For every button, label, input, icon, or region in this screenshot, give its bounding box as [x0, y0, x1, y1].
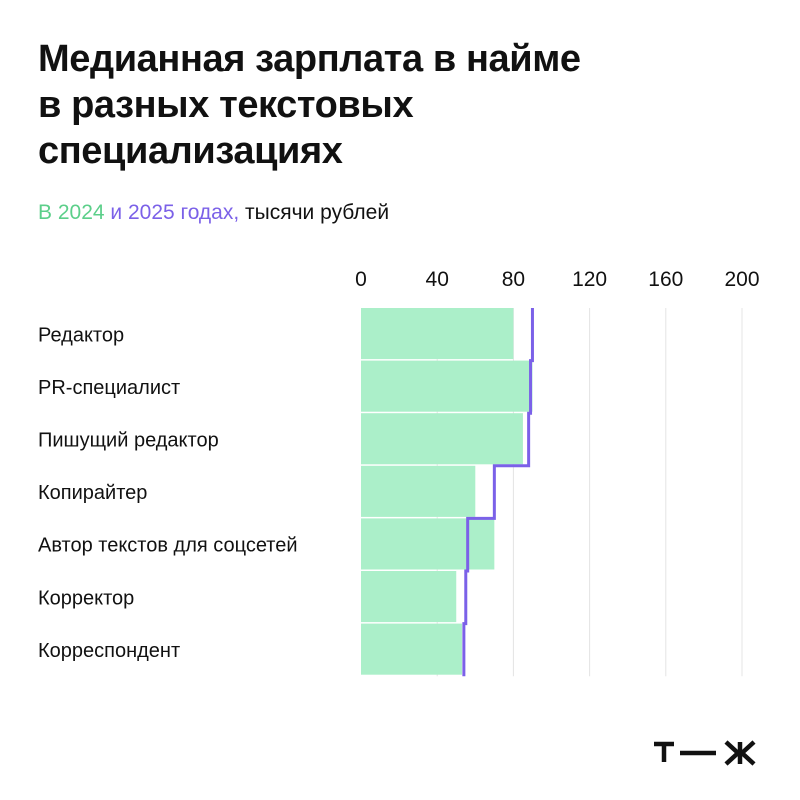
chart-title: Медианная зарплата в найме в разных текс… [38, 36, 758, 174]
bar-2024 [361, 518, 495, 570]
subtitle-units: тысячи рублей [239, 201, 390, 224]
x-tick-label: 80 [502, 268, 525, 291]
bar-2024 [361, 623, 462, 675]
bar-2024 [361, 308, 514, 360]
salary-chart: 0 40 80 120 160 200 Редактор PR-специалист Пишу… [38, 268, 760, 677]
category-label: Пишущий редактор [38, 430, 219, 452]
x-tick-label: 200 [724, 268, 759, 291]
category-labels: Редактор PR-специалист Пишущий редактор Коп… [38, 324, 298, 662]
bar-2024 [361, 465, 476, 517]
x-tick-label: 120 [572, 268, 607, 291]
x-tick-label: 40 [426, 268, 449, 291]
bar-2024 [361, 571, 457, 623]
step-line-2025 [462, 308, 534, 677]
subtitle-2024-label: В 2024 [38, 201, 105, 224]
category-label: Редактор [38, 324, 124, 346]
x-axis-ticks: 0 40 80 120 160 200 [355, 268, 759, 291]
category-label: Автор текстов для соцсетей [38, 535, 298, 557]
subtitle-2025-label: и 2025 годах, [104, 201, 240, 224]
chart-subtitle: В 2024 и 2025 годах, тысячи рублей [38, 200, 389, 226]
category-label: PR-специалист [38, 377, 180, 399]
bar-2024 [361, 360, 533, 412]
bars-2024 [361, 308, 533, 675]
x-tick-label: 0 [355, 268, 367, 291]
category-label: Корреспондент [38, 640, 180, 662]
line-2025 [462, 308, 534, 677]
tzh-logo [654, 740, 756, 766]
category-label: Копирайтер [38, 482, 147, 504]
x-tick-label: 160 [648, 268, 683, 291]
title-line-3: специализациях [38, 130, 343, 172]
bar-2024 [361, 413, 523, 465]
title-line-1: Медианная зарплата в найме [38, 38, 581, 80]
title-line-2: в разных текстовых [38, 84, 414, 126]
category-label: Корректор [38, 587, 134, 609]
